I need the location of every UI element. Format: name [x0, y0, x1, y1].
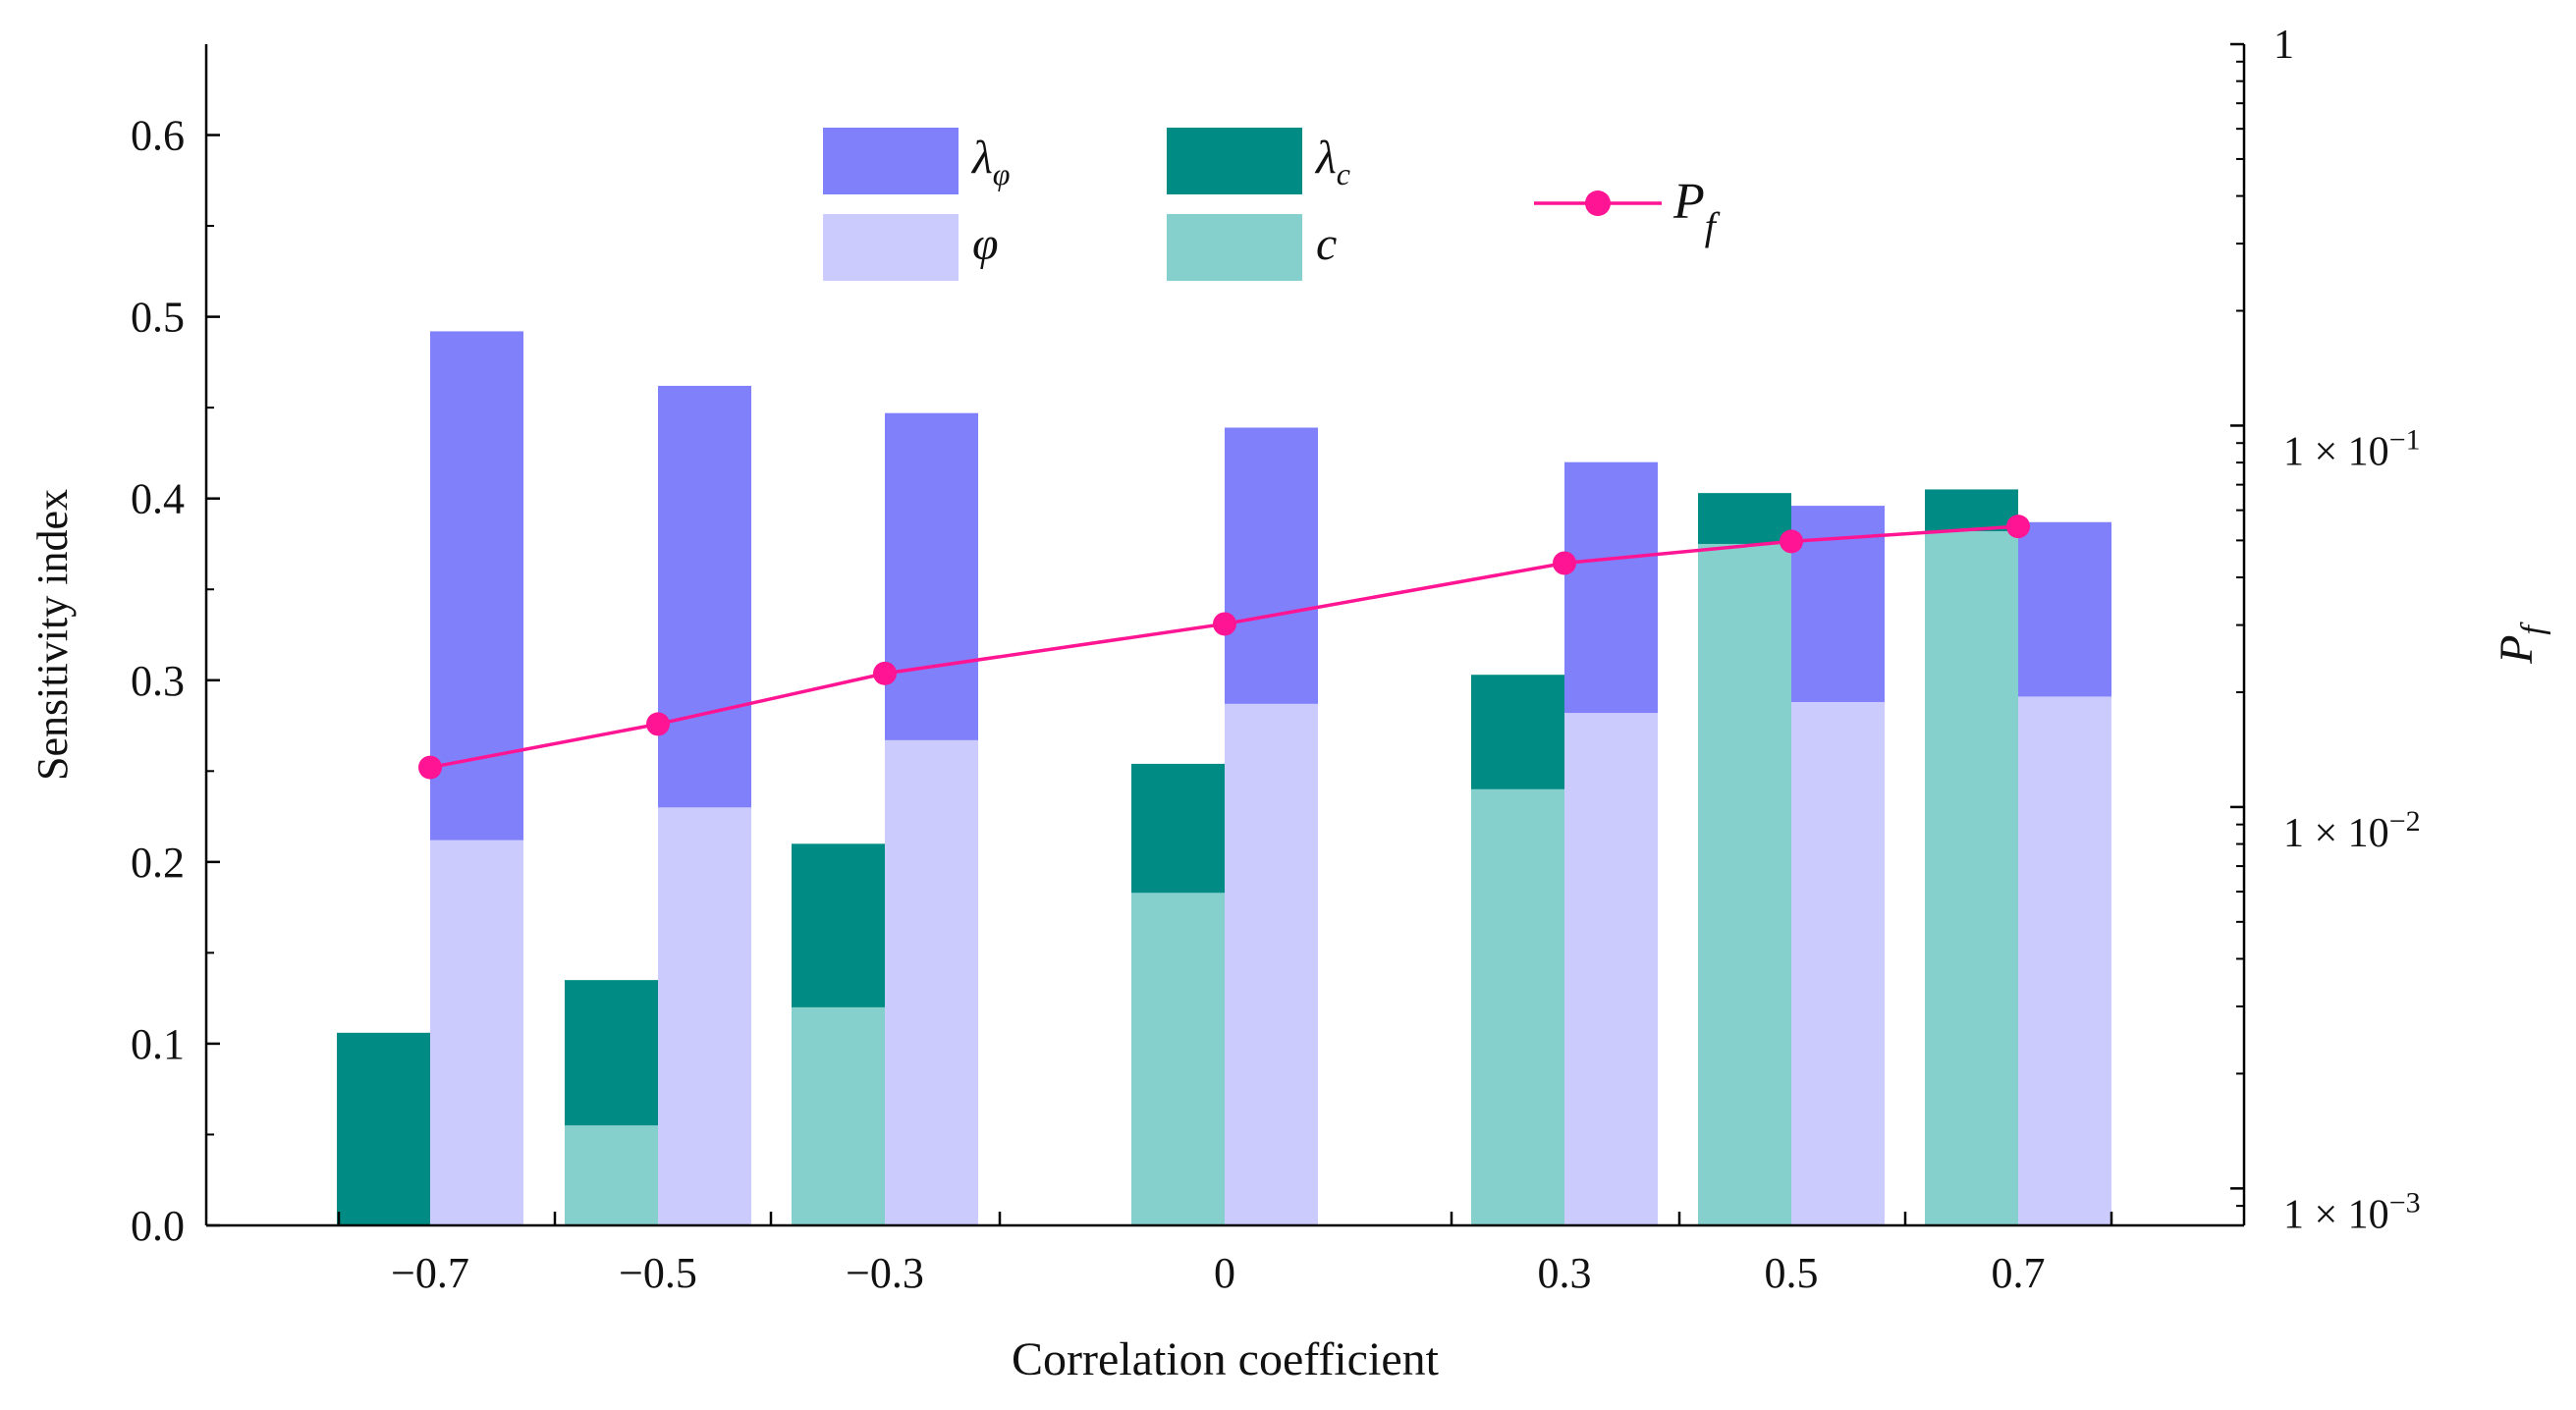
legend-swatch-1: [823, 214, 959, 281]
bar-cohesion-c-5: [1698, 543, 1791, 1225]
x-tick-label-0: −0.7: [391, 1249, 469, 1297]
bars-layer: [337, 331, 2111, 1225]
y-tick-label-1: 0.1: [131, 1020, 185, 1068]
bar-friction--4: [1564, 461, 1658, 714]
bar-friction--2: [885, 739, 978, 1225]
y-tick-label-5: 0.5: [131, 294, 185, 342]
x-tick-label-1: −0.5: [619, 1249, 697, 1297]
pf-point-0: [418, 755, 442, 780]
r-tick-label-0: 1: [2274, 23, 2294, 68]
bar-cohesion-c-3: [1131, 893, 1225, 1225]
y-tick-label-0: 0.0: [131, 1202, 185, 1250]
y-tick-label-3: 0.3: [131, 657, 185, 705]
pf-point-4: [1553, 551, 1576, 575]
bar-friction--6: [2018, 521, 2111, 697]
pf-point-6: [2006, 515, 2030, 539]
axes-layer: 0.0 0.1 0.2 0.3 0.4 0.5 0.6 Sensitivity index −0…: [28, 23, 2551, 1385]
bar-friction--0: [430, 331, 523, 841]
bar-cohesion-c-2: [792, 1006, 885, 1225]
legend-label-1: φ: [972, 218, 999, 270]
bar-cohesion-c-5: [1698, 493, 1791, 544]
x-tick-label-4: 0.3: [1538, 1249, 1592, 1297]
x-tick-label-5: 0.5: [1765, 1249, 1819, 1297]
pf-line-layer: [418, 515, 2030, 780]
bar-friction--1: [658, 807, 751, 1225]
y-tick-label-6: 0.6: [131, 112, 185, 160]
legend-swatch-0: [823, 128, 959, 194]
legend-label-0: λφ: [970, 132, 1011, 191]
y-axis-title: Sensitivity index: [28, 489, 77, 781]
pf-point-2: [873, 661, 897, 685]
legend-swatch-2: [1167, 128, 1302, 194]
bar-cohesion-c-0: [337, 1032, 430, 1225]
bar-friction--5: [1791, 701, 1885, 1225]
r-tick-label-3: 1 × 10−3: [2283, 1186, 2421, 1237]
x-tick-label-3: 0: [1214, 1249, 1235, 1297]
bar-friction--2: [885, 412, 978, 740]
bar-friction--3: [1225, 703, 1318, 1225]
pf-point-3: [1213, 612, 1236, 636]
bar-cohesion-c-3: [1131, 763, 1225, 894]
bar-cohesion-c-2: [792, 843, 885, 1007]
x-tick-label-6: 0.7: [1992, 1249, 2046, 1297]
bar-cohesion-c-6: [1925, 531, 2018, 1225]
bar-friction--6: [2018, 696, 2111, 1225]
legend-label-3: c: [1316, 218, 1337, 270]
x-tick-label-2: −0.3: [846, 1249, 924, 1297]
bar-friction--0: [430, 840, 523, 1225]
pf-point-5: [1780, 529, 1803, 554]
bar-cohesion-c-4: [1471, 788, 1564, 1225]
bar-friction--1: [658, 385, 751, 808]
legend-pf-marker: [1585, 190, 1611, 216]
pf-point-1: [646, 712, 670, 736]
legend-swatch-3: [1167, 214, 1302, 281]
bar-cohesion-c-1: [565, 980, 658, 1126]
bar-cohesion-c-6: [1925, 489, 2018, 532]
bar-friction--4: [1564, 713, 1658, 1225]
y-tick-label-2: 0.2: [131, 839, 185, 887]
bar-cohesion-c-1: [565, 1125, 658, 1225]
y-tick-label-4: 0.4: [131, 475, 185, 523]
bar-friction--3: [1225, 427, 1318, 704]
x-axis-title: Correlation coefficient: [1012, 1333, 1440, 1385]
bar-cohesion-c-4: [1471, 675, 1564, 789]
